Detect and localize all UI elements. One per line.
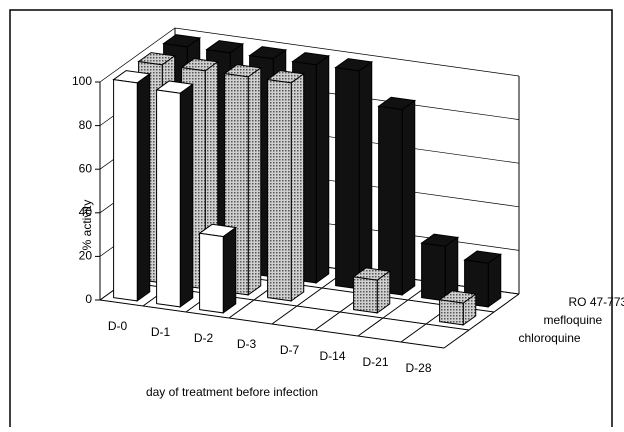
bar-side [137,74,150,301]
bar-side [402,101,415,295]
x-tick-label: D-3 [237,337,257,351]
bar [354,277,378,313]
bar-side [180,84,193,307]
y-tick-label: 80 [79,118,93,132]
x-axis-label: day of treatment before infection [146,385,318,399]
bar [379,106,403,295]
y-tick-label: 20 [79,249,93,263]
bar [200,233,224,313]
x-tick-label: D-1 [151,325,171,339]
bar-side [488,254,501,307]
bar-side [359,62,372,289]
x-tick-label: D-2 [194,331,214,345]
bar [422,243,446,301]
bar-side [291,74,304,301]
bar [157,90,181,307]
y-tick-label: 60 [79,161,93,175]
legend-label: RO 47-7737 [569,295,624,309]
x-tick-label: D-21 [362,355,388,369]
bar [336,68,360,289]
bar-side [223,228,236,313]
x-tick-label: D-7 [280,343,300,357]
y-tick-label: 40 [79,205,93,219]
bar-side [316,56,329,283]
x-tick-label: D-14 [319,349,345,363]
x-tick-label: D-28 [405,361,431,375]
bar [114,80,138,301]
x-tick-label: D-0 [108,319,128,333]
legend-label: mefloquine [544,313,603,327]
y-tick-label: 100 [72,74,92,88]
bar-side [248,68,261,295]
bar [268,80,292,301]
bar [440,300,464,325]
legend-label: chloroquine [519,331,581,345]
y-tick-label: 0 [85,292,92,306]
